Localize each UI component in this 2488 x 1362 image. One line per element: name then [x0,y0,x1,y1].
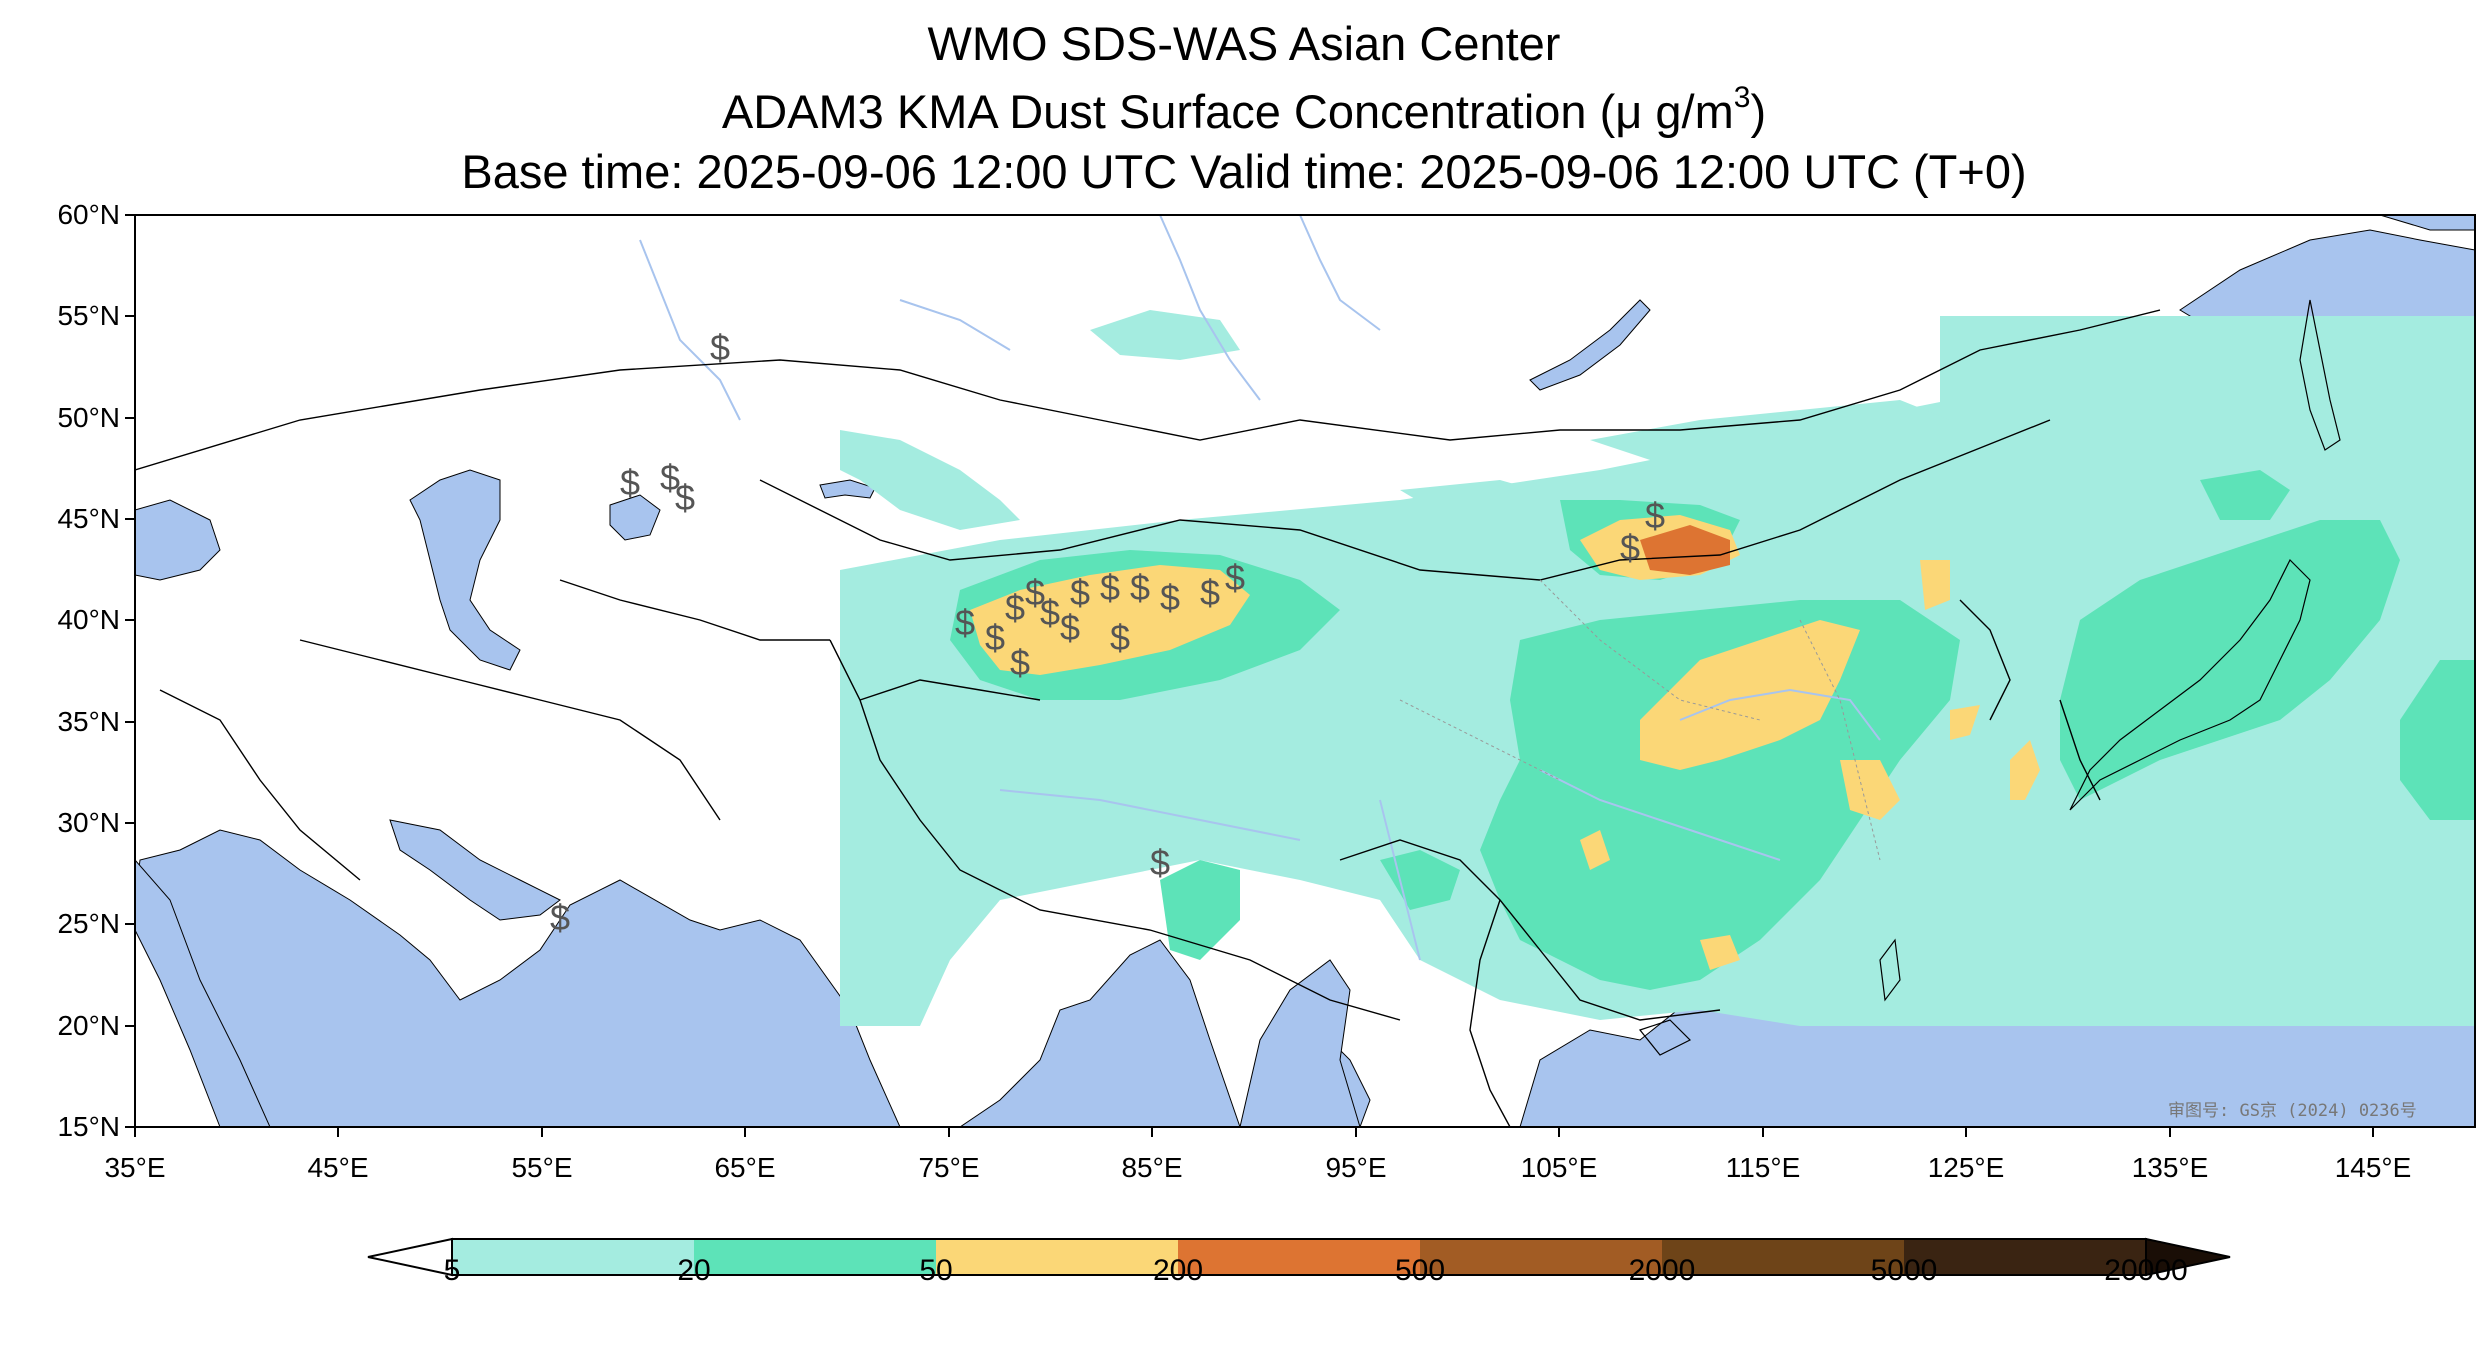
svg-text:$: $ [1010,642,1030,683]
lat-tick-55: 55°N [57,300,120,331]
red-sea [135,859,271,1127]
colorbar-bin-1 [452,1239,694,1275]
lat-tick-15: 15°N [57,1111,120,1142]
aral-sea [609,494,661,541]
svg-text:$: $ [1160,577,1180,618]
svg-text:$: $ [1645,495,1665,536]
svg-text:$: $ [1040,592,1060,633]
colorbar-label-20: 20 [677,1254,711,1287]
lake-baikal [1529,299,1651,391]
dust-observation-symbols: $ $$ $ $ $ $ $ $ $$$ $ $ $ $$ $ $ $ $$ [550,327,1665,938]
caspian-sea [409,469,521,671]
lon-tick-135: 135°E [2131,1152,2209,1183]
lon-tick-65: 65°E [714,1152,776,1183]
title-line-2: ADAM3 KMA Dust Surface Concentration (μ … [0,81,2488,140]
dust-level-50-200 [970,515,2040,970]
lon-tick-85: 85°E [1121,1152,1183,1183]
colorbar-label-5: 5 [443,1254,461,1287]
lat-tick-20: 20°N [57,1010,120,1041]
lon-tick-45: 45°E [307,1152,369,1183]
colorbar-bin-5 [1420,1239,1662,1275]
colorbar-label-50: 50 [919,1254,953,1287]
lat-tick-30: 30°N [57,807,120,838]
lat-tick-25: 25°N [57,908,120,939]
svg-text:$: $ [710,327,730,368]
svg-text:$: $ [1130,567,1150,608]
dust-concentration [840,310,2475,1026]
svg-text:$: $ [1150,842,1170,883]
colorbar-label-5000: 5000 [1870,1254,1938,1287]
colorbar-label-200: 200 [1152,1254,1204,1287]
dust-level-200-500 [1640,525,1730,575]
lon-tick-35: 35°E [104,1152,166,1183]
rivers [639,215,1881,961]
svg-text:$: $ [1005,587,1025,628]
svg-text:$: $ [1200,572,1220,613]
svg-text:$: $ [985,617,1005,658]
colorbar-label-500: 500 [1394,1254,1446,1287]
colorbar-bin-3 [936,1239,1178,1275]
lon-tick-115: 115°E [1725,1152,1801,1183]
lon-tick-95: 95°E [1325,1152,1387,1183]
lon-tick-55: 55°E [511,1152,573,1183]
title-line-2-text: ADAM3 KMA Dust Surface Concentration (μ … [721,85,1734,138]
lat-tick-60: 60°N [57,199,120,230]
svg-text:$: $ [1025,572,1045,613]
svg-text:$: $ [1060,607,1080,648]
lat-tick-35: 35°N [57,706,120,737]
svg-text:$: $ [1225,557,1245,598]
title-line-1: WMO SDS-WAS Asian Center [927,17,1561,70]
title-line-2-suffix: ) [1750,85,1767,138]
svg-text:$: $ [1070,572,1090,613]
svg-text:$: $ [1620,527,1640,568]
colorbar-bin-2 [694,1239,936,1275]
lon-tick-75: 75°E [918,1152,980,1183]
svg-text:$: $ [1110,617,1130,658]
islands [1638,299,2341,1056]
black-sea [135,499,221,581]
persian-gulf [389,819,561,921]
country-borders [135,309,2161,1127]
colorbar-bin-7 [1904,1239,2146,1275]
axis-ticks [125,214,2374,1137]
svg-text:$: $ [675,477,695,518]
map-frame [134,214,2476,1128]
colorbar-bin-6 [1662,1239,1904,1275]
svg-text:$: $ [1100,567,1120,608]
colorbar-bin-4 [1178,1239,1420,1275]
lat-tick-45: 45°N [57,503,120,534]
lon-tick-105: 105°E [1520,1152,1598,1183]
svg-text:$: $ [620,462,640,503]
lat-tick-40: 40°N [57,604,120,635]
bay-of-bengal [1239,959,1361,1127]
colorbar-label-20000: 20000 [2104,1254,2188,1287]
internal-boundaries [1399,579,1881,861]
lon-tick-125: 125°E [1927,1152,2005,1183]
colorbar [367,1237,2231,1277]
colorbar-label-2000: 2000 [1628,1254,1696,1287]
map-area: $ $$ $ $ $ $ $ $ $$$ $ $ $ $$ $ $ $ $$ [135,215,2475,1127]
map-approval-stamp: 审图号: GS京 (2024) 0236号 [2168,1101,2417,1121]
lon-tick-145: 145°E [2334,1152,2412,1183]
lat-tick-50: 50°N [57,402,120,433]
svg-text:$: $ [660,457,680,498]
lake-balkhash [819,479,876,499]
title-line-3: Base time: 2025-09-06 12:00 UTC Valid ti… [461,145,2027,198]
title-superscript: 3 [1733,81,1751,115]
arctic-inlet [2280,215,2475,231]
svg-text:$: $ [955,602,975,643]
svg-text:$: $ [550,897,570,938]
